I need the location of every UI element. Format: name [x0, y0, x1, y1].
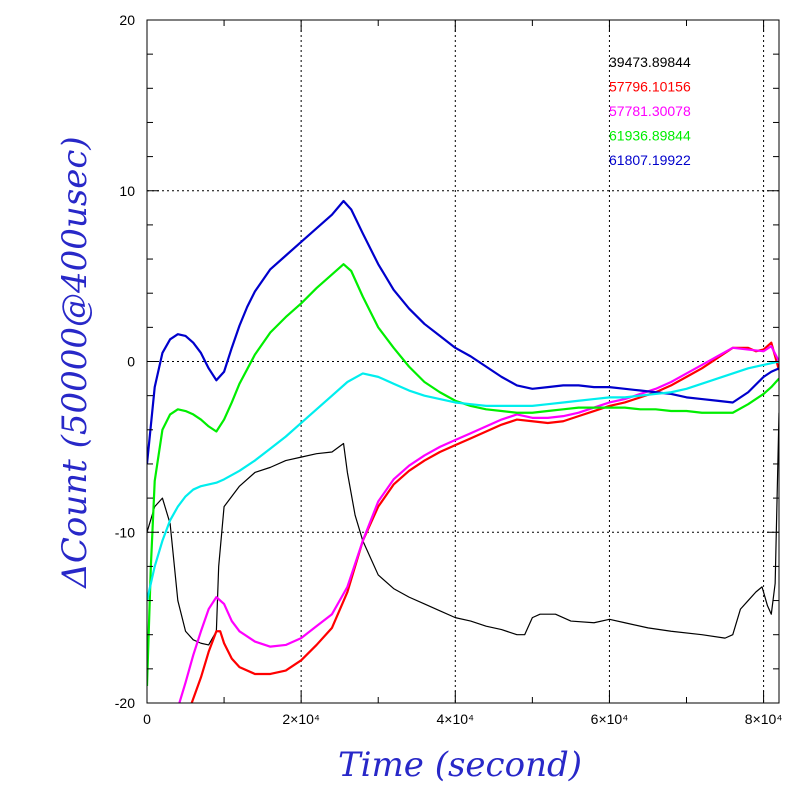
series-lines	[147, 199, 779, 703]
x-tick-label: 2×10⁴	[282, 711, 320, 727]
series-line-4	[147, 199, 779, 465]
x-tick-label: 8×10⁴	[745, 711, 783, 727]
legend-entry-0: 39473.89844	[609, 54, 691, 70]
y-tick-label: -10	[115, 524, 135, 540]
series-line-1	[190, 341, 779, 703]
legend-entry-2: 57781.30078	[609, 103, 691, 119]
legend: 39473.89844 57796.10156 57781.30078 61936.8…	[609, 54, 691, 168]
y-tick-label: 0	[127, 354, 135, 370]
axis-ticks	[146, 19, 779, 704]
x-tick-label: 4×10⁴	[437, 711, 475, 727]
series-line-5	[147, 360, 779, 601]
y-tick-label: -20	[115, 695, 135, 711]
series-line-2	[178, 345, 779, 703]
series-line-3	[147, 263, 779, 686]
grid-lines	[147, 20, 779, 703]
legend-entry-3: 61936.89844	[609, 128, 691, 144]
x-axis-title: Time (second)	[338, 745, 582, 785]
tick-labels: 0 2×10⁴ 4×10⁴ 6×10⁴ 8×10⁴ -20 -10 0 10 20	[115, 12, 783, 727]
legend-entry-1: 57796.10156	[609, 79, 691, 95]
y-tick-label: 20	[119, 12, 135, 28]
y-axis-title: ΔCount (50000@400usec)	[55, 136, 95, 589]
y-tick-label: 10	[119, 183, 135, 199]
legend-entry-4: 61807.19922	[609, 152, 691, 168]
x-tick-label: 6×10⁴	[591, 711, 629, 727]
x-tick-label: 0	[143, 711, 151, 727]
series-line-0	[147, 412, 779, 646]
